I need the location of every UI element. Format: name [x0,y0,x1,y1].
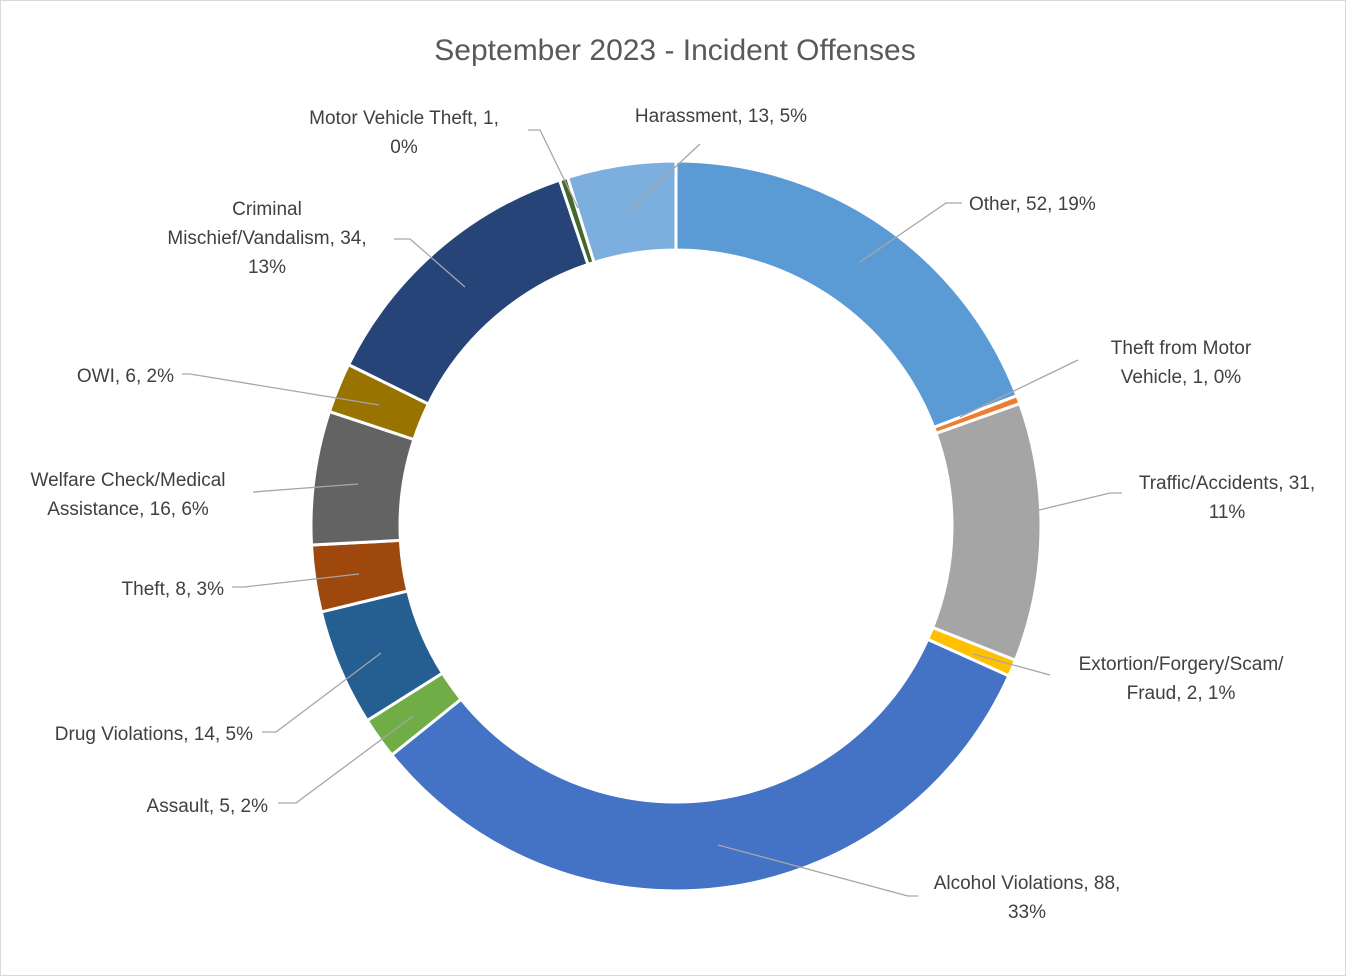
data-label-traffic-accidents: Traffic/Accidents, 31, 11% [1139,473,1315,523]
leader-line-drug-violations [262,652,382,733]
data-label-line: 13% [248,257,286,278]
leader-line-theft-from-motor-vehicle [959,359,1079,418]
data-label-welfare-check-medical-assistance: Welfare Check/Medical Assistance, 16, 6% [30,470,225,520]
data-label-line: OWI, 6, 2% [77,366,174,387]
data-label-line: 33% [1008,902,1046,923]
data-label-line: Fraud, 2, 1% [1127,683,1236,704]
data-label-line: Theft, 8, 3% [122,579,225,600]
leader-line-criminal-mischief-vandalism [394,238,466,288]
data-label-drug-violations: Drug Violations, 14, 5% [55,724,253,745]
data-label-alcohol-violations: Alcohol Violations, 88, 33% [934,873,1121,923]
data-label-line: Welfare Check/Medical [30,470,225,491]
data-label-line: Other, 52, 19% [969,194,1096,215]
data-label-line: Traffic/Accidents, 31, [1139,473,1315,494]
slice-traffic-accidents [931,402,1043,662]
data-label-motor-vehicle-theft: Motor Vehicle Theft, 1, 0% [309,108,499,158]
leader-line-alcohol-violations [717,844,918,897]
leader-line-extortion-forgery-scam-fraud [972,653,1051,676]
data-label-line: Vehicle, 1, 0% [1121,367,1242,388]
leader-line-motor-vehicle-theft [528,129,579,209]
chart-title: September 2023 - Incident Offenses [434,34,915,67]
leader-line-harassment [627,143,701,212]
leader-line-other [859,202,962,263]
data-label-assault: Assault, 5, 2% [147,796,269,817]
data-label-extortion-forgery-scam-fraud: Extortion/Forgery/Scam/Fraud, 2, 1% [1079,654,1285,704]
data-labels-group: Other, 52, 19% Theft from Motor Vehicle, 1… [30,106,1315,923]
leader-line-assault [278,715,414,804]
leader-lines-group [182,129,1122,897]
leader-line-traffic-accidents [1013,492,1122,517]
data-label-theft: Theft, 8, 3% [122,579,225,600]
data-label-line: Mischief/Vandalism, 34, [167,228,366,249]
data-label-line: Assault, 5, 2% [147,796,269,817]
data-label-line: Assistance, 16, 6% [47,499,209,520]
data-label-line: 0% [390,137,418,158]
slice-other [674,159,1019,429]
data-label-line: Theft from Motor [1111,338,1252,359]
leader-line-owi [182,373,380,406]
slice-alcohol-violations [390,637,1011,893]
data-label-harassment: Harassment, 13, 5% [635,106,807,127]
slice-criminal-mischief-vandalism [347,178,590,406]
data-label-line: Drug Violations, 14, 5% [55,724,253,745]
data-label-line: Motor Vehicle Theft, 1, [309,108,499,129]
data-label-line: Criminal [232,199,302,220]
data-label-line: Harassment, 13, 5% [635,106,807,127]
leader-line-theft [232,573,360,588]
slices-group [309,159,1043,893]
leader-line-welfare-check-medical-assistance [252,483,359,493]
slice-harassment [566,159,678,264]
data-label-line: Alcohol Violations, 88, [934,873,1121,894]
data-label-owi: OWI, 6, 2% [77,366,174,387]
data-label-line: Extortion/Forgery/Scam/ [1079,654,1285,675]
data-label-other: Other, 52, 19% [969,194,1096,215]
data-label-theft-from-motor-vehicle: Theft from Motor Vehicle, 1, 0% [1111,338,1252,388]
data-label-criminal-mischief-vandalism: Criminal Mischief/Vandalism, 34, 13% [167,199,366,278]
data-label-line: 11% [1209,502,1246,523]
